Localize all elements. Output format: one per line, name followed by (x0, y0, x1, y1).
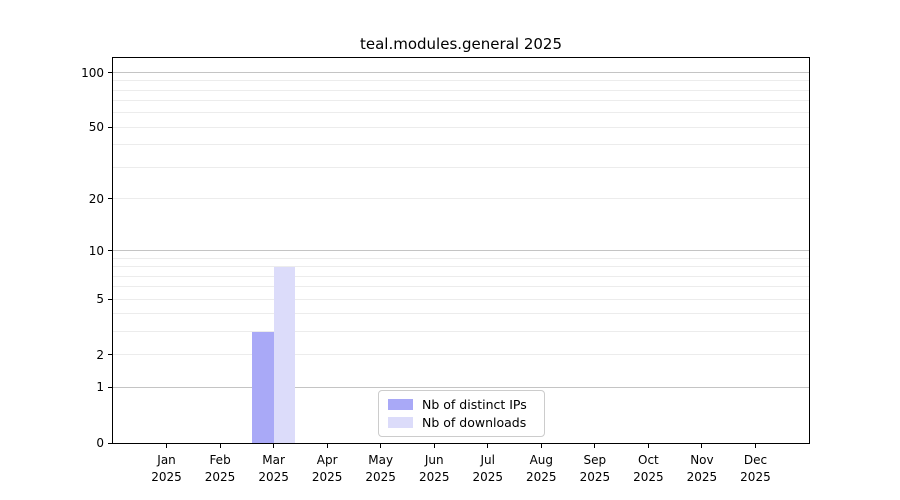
y-axis-tick-label: 5 (96, 292, 104, 307)
minor-gridline (113, 275, 809, 277)
y-axis-tick (108, 386, 112, 388)
x-axis-tick-label: May 2025 (353, 452, 409, 486)
minor-gridline (113, 144, 809, 146)
y-axis-tick (108, 250, 112, 251)
minor-gridline (113, 266, 809, 268)
major-gridline (113, 250, 809, 251)
x-axis-tick-label: Feb 2025 (192, 452, 248, 486)
legend-swatch (388, 417, 413, 428)
y-axis-tick (108, 354, 112, 356)
minor-gridline (113, 354, 809, 356)
x-axis-month-label: Sep (583, 453, 607, 467)
x-axis-tick (166, 444, 168, 448)
x-axis-tick (701, 444, 703, 448)
x-axis-tick-label: Apr 2025 (299, 452, 355, 486)
x-axis-year-label: 2025 (526, 470, 557, 484)
x-axis-tick (540, 444, 542, 448)
minor-gridline (113, 89, 809, 91)
y-axis-tick (108, 126, 112, 128)
x-axis-tick-label: Mar 2025 (246, 452, 302, 486)
major-gridline (113, 72, 809, 73)
legend-item: Nb of distinct IPs (388, 397, 535, 412)
legend-swatch (388, 399, 413, 410)
x-axis-tick (273, 444, 275, 448)
legend-item: Nb of downloads (388, 415, 535, 430)
plot-area: 0 1 2 5 10 20 50 100 Jan 2025 Feb 2025 Mar 2025 Apr 202… (81, 57, 810, 484)
x-axis-tick-label: Jul 2025 (460, 452, 516, 486)
minor-gridline (113, 298, 809, 300)
minor-gridline (113, 100, 809, 102)
x-axis-tick (754, 444, 756, 448)
x-axis-tick-label: Jun 2025 (406, 452, 462, 486)
major-gridline (113, 386, 809, 388)
x-axis-tick (380, 444, 382, 448)
minor-gridline (113, 257, 809, 259)
x-axis-tick (647, 444, 649, 448)
x-axis-year-label: 2025 (365, 470, 396, 484)
legend: Nb of distinct IPs Nb of downloads (378, 390, 545, 437)
x-axis-month-label: Jan (157, 453, 176, 467)
x-axis-tick (219, 444, 221, 448)
y-axis-tick-label: 0 (96, 436, 104, 450)
x-axis-year-label: 2025 (418, 470, 450, 484)
x-axis-month-label: Feb (209, 453, 231, 467)
x-axis-year-label: 2025 (258, 470, 289, 484)
legend-label: Nb of distinct IPs (422, 397, 527, 412)
y-axis-tick (108, 72, 112, 73)
minor-gridline (113, 80, 809, 82)
x-axis-month-label: Apr (316, 453, 338, 467)
x-axis-tick (433, 444, 435, 448)
x-axis-tick (326, 444, 328, 448)
x-axis-month-label: Oct (638, 453, 659, 467)
x-axis-tick (594, 444, 596, 448)
bar-downloads (273, 266, 296, 443)
x-axis-tick-label: Sep 2025 (567, 452, 623, 486)
x-axis-tick-label: Nov 2025 (674, 452, 730, 486)
x-axis-month-label: May (368, 453, 394, 467)
x-axis-year-label: 2025 (633, 470, 664, 484)
minor-gridline (113, 331, 809, 333)
minor-gridline (113, 112, 809, 114)
minor-gridline (113, 198, 809, 200)
x-axis-tick-label: Oct 2025 (620, 452, 676, 486)
y-axis-tick-label: 2 (96, 347, 104, 362)
y-axis-tick-label: 1 (96, 380, 104, 395)
x-axis-year-label: 2025 (311, 470, 343, 484)
chart-title: teal.modules.general 2025 (360, 35, 562, 53)
x-axis-month-label: Jul (480, 453, 495, 467)
x-axis-tick-label: Dec 2025 (727, 452, 783, 486)
y-axis-tick (108, 198, 112, 200)
x-axis-month-label: Nov (690, 453, 714, 467)
x-axis-tick-label: Aug 2025 (513, 452, 569, 486)
bar-distinct-ips (252, 331, 274, 443)
y-axis-tick-label: 20 (88, 191, 104, 206)
minor-gridline (113, 313, 809, 315)
x-axis-month-label: Dec (743, 453, 768, 467)
x-axis-year-label: 2025 (204, 470, 236, 484)
y-axis-tick-label: 100 (81, 65, 104, 80)
y-axis-tick-label: 10 (88, 243, 104, 258)
y-axis-tick (108, 298, 112, 300)
minor-gridline (113, 126, 809, 128)
x-axis-tick-label: Jan 2025 (139, 452, 195, 486)
x-axis-tick (487, 444, 489, 448)
x-axis-year-label: 2025 (740, 470, 771, 484)
y-axis-tick (108, 442, 112, 444)
x-axis-month-label: Aug (529, 453, 554, 467)
minor-gridline (113, 166, 809, 168)
x-axis-month-label: Jun (424, 453, 444, 467)
x-axis-month-label: Mar (262, 453, 285, 467)
x-axis-year-label: 2025 (579, 470, 611, 484)
x-axis-year-label: 2025 (472, 470, 504, 484)
x-axis-year-label: 2025 (151, 470, 182, 484)
x-axis-year-label: 2025 (686, 470, 718, 484)
legend-label: Nb of downloads (422, 415, 527, 430)
y-axis-tick-label: 50 (88, 120, 104, 135)
minor-gridline (113, 286, 809, 288)
